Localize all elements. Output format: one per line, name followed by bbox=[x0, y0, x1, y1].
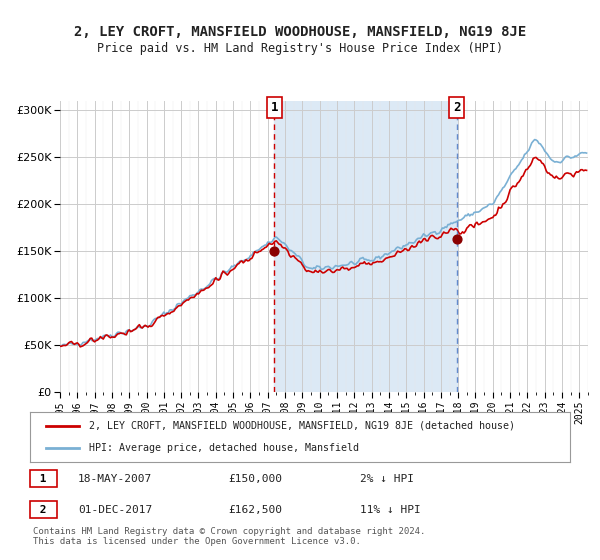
Text: Contains HM Land Registry data © Crown copyright and database right 2024.
This d: Contains HM Land Registry data © Crown c… bbox=[33, 526, 425, 546]
Text: 2, LEY CROFT, MANSFIELD WOODHOUSE, MANSFIELD, NG19 8JE (detached house): 2, LEY CROFT, MANSFIELD WOODHOUSE, MANSF… bbox=[89, 421, 515, 431]
Text: 01-DEC-2017: 01-DEC-2017 bbox=[78, 505, 152, 515]
Point bbox=[269, 246, 279, 255]
Text: 18-MAY-2007: 18-MAY-2007 bbox=[78, 474, 152, 484]
Text: HPI: Average price, detached house, Mansfield: HPI: Average price, detached house, Mans… bbox=[89, 443, 359, 453]
Text: 11% ↓ HPI: 11% ↓ HPI bbox=[360, 505, 421, 515]
Point bbox=[452, 235, 461, 244]
Bar bbox=[274, 101, 457, 392]
Text: 2: 2 bbox=[33, 505, 53, 515]
Text: Price paid vs. HM Land Registry's House Price Index (HPI): Price paid vs. HM Land Registry's House … bbox=[97, 42, 503, 55]
Text: 2, LEY CROFT, MANSFIELD WOODHOUSE, MANSFIELD, NG19 8JE: 2, LEY CROFT, MANSFIELD WOODHOUSE, MANSF… bbox=[74, 25, 526, 39]
Text: 1: 1 bbox=[33, 474, 53, 484]
Text: £150,000: £150,000 bbox=[228, 474, 282, 484]
Text: 2: 2 bbox=[453, 101, 461, 114]
Text: 1: 1 bbox=[271, 101, 278, 114]
Text: 2% ↓ HPI: 2% ↓ HPI bbox=[360, 474, 414, 484]
Text: £162,500: £162,500 bbox=[228, 505, 282, 515]
